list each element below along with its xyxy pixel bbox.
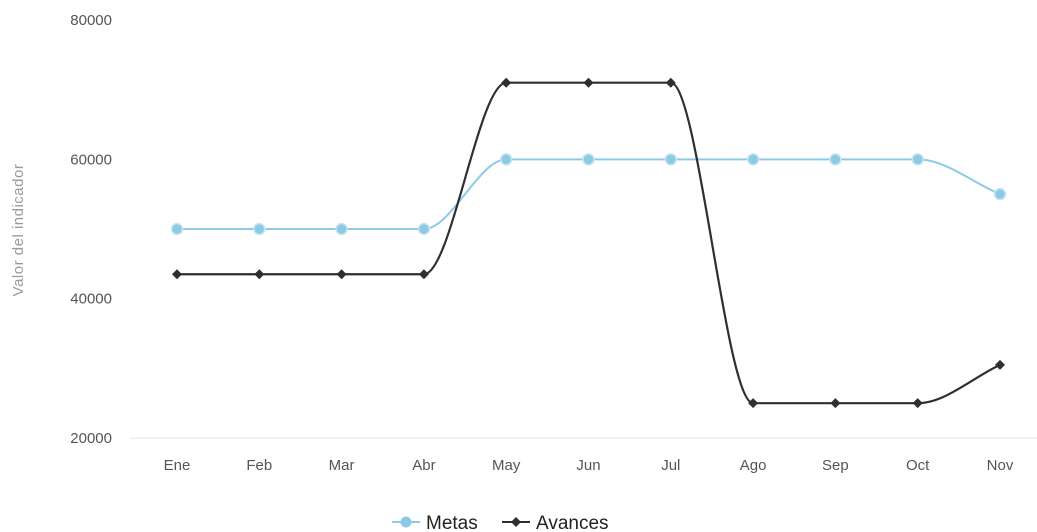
data-point[interactable]: [583, 77, 594, 88]
legend-marker: [400, 516, 412, 528]
x-tick-label: Ene: [164, 457, 191, 474]
data-point[interactable]: [253, 222, 266, 236]
legend-item-metas[interactable]: Metas: [392, 513, 478, 532]
x-tick-label: Feb: [246, 457, 272, 474]
y-tick-label: 40000: [70, 291, 112, 308]
x-tick-label: Jun: [576, 457, 600, 474]
legend-label: Avances: [536, 513, 609, 532]
data-point[interactable]: [993, 187, 1007, 201]
data-point[interactable]: [748, 398, 759, 409]
y-tick-label: 80000: [70, 12, 112, 29]
series-layer: [170, 77, 1007, 409]
data-point[interactable]: [830, 398, 841, 409]
x-tick-label: May: [492, 457, 521, 474]
data-point[interactable]: [995, 359, 1005, 370]
data-point[interactable]: [336, 269, 347, 280]
axes-layer: 20000 40000 60000 80000 Ene Feb Mar Abr May Jun Ju…: [70, 12, 1037, 474]
legend: Metas Avances: [392, 513, 609, 532]
data-point[interactable]: [912, 398, 923, 409]
data-point[interactable]: [418, 269, 429, 280]
series-avances: [172, 77, 1005, 409]
y-axis-title: Valor del indicador: [10, 164, 27, 297]
x-tick-label: Abr: [412, 457, 435, 474]
series-line: [177, 81, 1001, 405]
y-tick-label: 60000: [70, 151, 112, 168]
legend-item-avances[interactable]: Avances: [502, 513, 609, 532]
x-tick-label: Mar: [329, 457, 355, 474]
data-point[interactable]: [170, 222, 184, 236]
series-line: [176, 158, 1001, 231]
y-tick-label: 20000: [70, 430, 112, 447]
x-tick-label: Jul: [661, 457, 680, 474]
data-point[interactable]: [254, 269, 265, 280]
data-point[interactable]: [335, 222, 348, 236]
data-point[interactable]: [911, 153, 924, 166]
x-tick-label: Nov: [987, 457, 1014, 474]
data-point[interactable]: [417, 222, 431, 236]
data-point[interactable]: [499, 153, 513, 166]
data-point[interactable]: [501, 77, 512, 88]
legend-marker: [511, 517, 521, 527]
data-point[interactable]: [664, 153, 678, 166]
data-point[interactable]: [582, 153, 595, 166]
data-point[interactable]: [172, 269, 182, 280]
data-point[interactable]: [829, 153, 842, 166]
x-tick-label: Ago: [740, 457, 767, 474]
series-metas: [170, 153, 1007, 236]
data-point[interactable]: [665, 77, 676, 88]
x-tick-label: Oct: [906, 457, 930, 474]
data-point[interactable]: [746, 153, 760, 166]
x-tick-label: Sep: [822, 457, 849, 474]
legend-label: Metas: [426, 513, 478, 532]
